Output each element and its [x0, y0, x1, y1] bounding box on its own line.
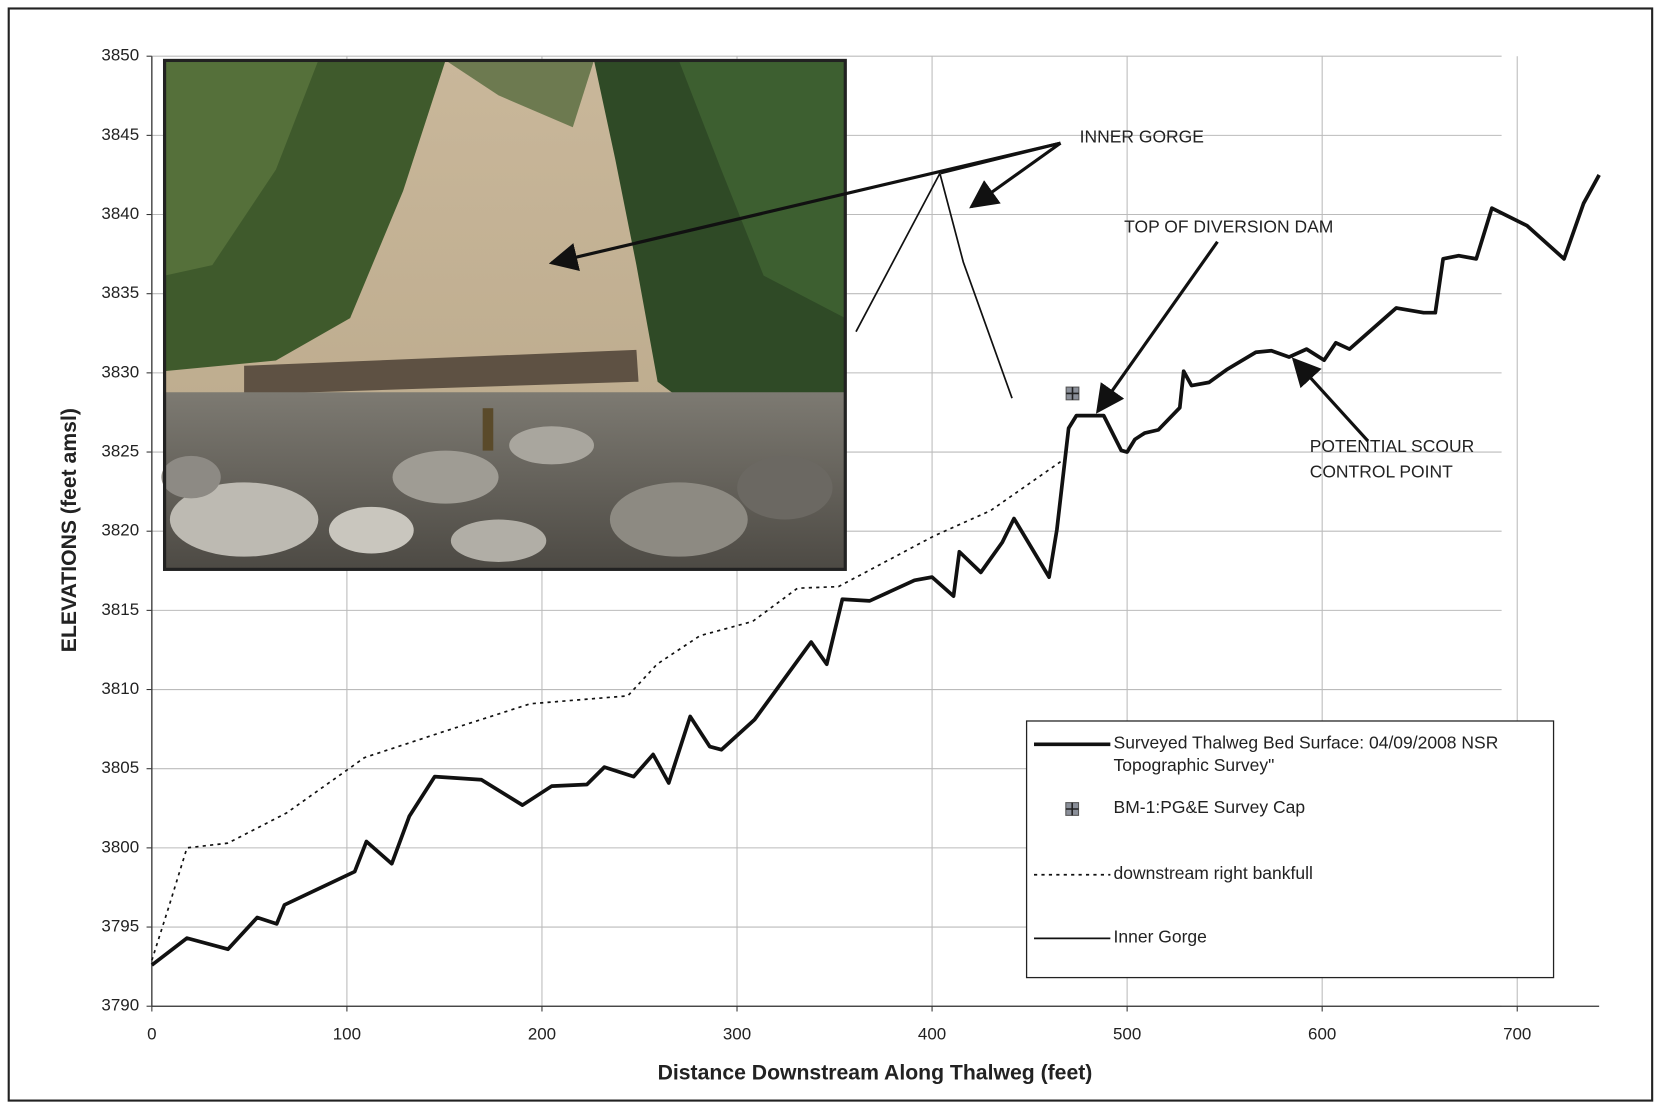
y-tick-label: 3825 [101, 442, 139, 461]
x-tick-label: 500 [1113, 1024, 1141, 1043]
x-tick-label: 100 [333, 1024, 361, 1043]
x-tick-label: 0 [147, 1024, 156, 1043]
x-tick-label: 700 [1503, 1024, 1531, 1043]
y-tick-label: 3795 [101, 917, 139, 936]
legend-item: Inner Gorge [1113, 927, 1207, 947]
arrow [940, 141, 1061, 175]
marker-cross [1065, 802, 1079, 816]
y-tick-label: 3800 [101, 837, 139, 856]
x-tick-label: 300 [723, 1024, 751, 1043]
annotation: POTENTIAL SCOUR [1310, 436, 1475, 456]
legend: Surveyed Thalweg Bed Surface: 04/09/2008… [1025, 720, 1555, 979]
legend-box [1025, 720, 1555, 979]
arrow [1095, 240, 1219, 414]
legend-label: Surveyed Thalweg Bed Surface: 04/09/2008… [1113, 733, 1499, 776]
legend-label: downstream right bankfull [1113, 864, 1313, 884]
legend-marker [1065, 802, 1080, 816]
y-tick-label: 3840 [101, 204, 139, 223]
y-tick-label: 3810 [101, 679, 139, 698]
x-tick-label: 200 [528, 1024, 556, 1043]
series [150, 172, 1601, 967]
legend-item: downstream right bankfull [1113, 864, 1313, 884]
y-tick-label: 3790 [101, 996, 139, 1015]
photo [161, 58, 847, 571]
line [150, 174, 1601, 967]
y-tick-label: 3835 [101, 283, 139, 302]
point [1065, 386, 1080, 401]
annotations: INNER GORGE TOP OF DIVERSION DAM POTENTI… [548, 126, 1475, 482]
y-tick-label: 3815 [101, 600, 139, 619]
arrow [1291, 357, 1370, 443]
annotation: TOP OF DIVERSION DAM [1124, 217, 1333, 237]
legend-item: BM-1:PG&E Survey Cap [1113, 798, 1306, 818]
legend-item: Surveyed Thalweg Bed Surface: 04/09/2008… [1113, 733, 1499, 776]
y-tick-label: 3805 [101, 758, 139, 777]
x-tick-label: 600 [1308, 1024, 1336, 1043]
y-tick-label: 3820 [101, 521, 139, 540]
x-axis-title: Distance Downstream Along Thalweg (feet) [658, 1062, 1093, 1085]
y-tick-label: 3845 [101, 125, 139, 144]
y-axis-title: ELEVATIONS (feet amsl) [58, 408, 81, 652]
x-tick-label: 400 [918, 1024, 946, 1043]
y-tick-label: 3830 [101, 362, 139, 381]
marker-cross [1066, 387, 1079, 400]
legend-label: BM-1:PG&E Survey Cap [1113, 798, 1306, 818]
y-tick-label: 3850 [101, 46, 139, 65]
line [855, 172, 1013, 399]
annotation: CONTROL POINT [1310, 462, 1453, 482]
annotation: INNER GORGE [1080, 126, 1204, 146]
legend-label: Inner Gorge [1113, 927, 1207, 947]
arrow [969, 141, 1062, 209]
